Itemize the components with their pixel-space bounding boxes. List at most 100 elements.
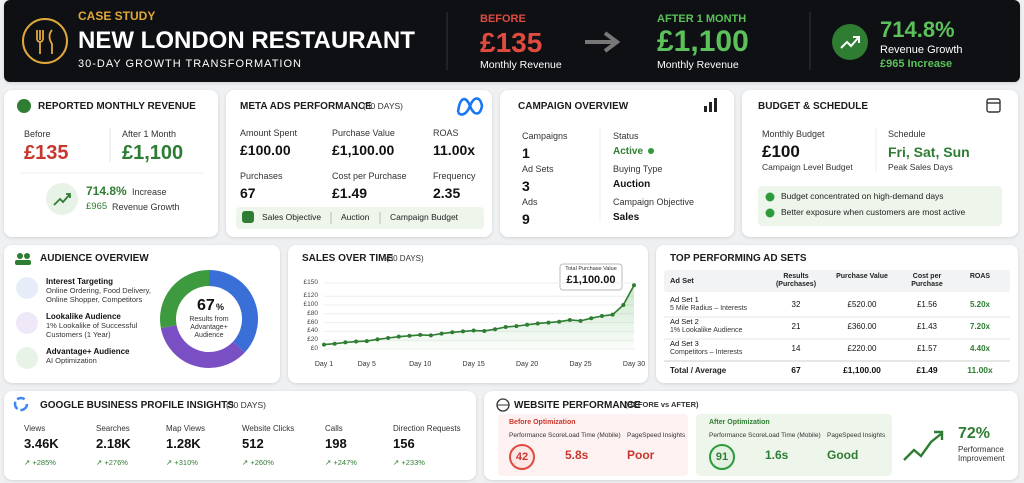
point [418, 332, 423, 337]
point [396, 334, 401, 339]
trend-icon [903, 430, 944, 461]
google-logo [13, 396, 29, 412]
ad-sets-card [656, 245, 1018, 383]
card-title: REPORTED MONTHLY REVENUE [38, 101, 196, 112]
cell: 32 [791, 300, 801, 309]
label: Searches [96, 424, 130, 433]
label: Monthly Budget [762, 129, 825, 139]
label: Schedule [888, 129, 926, 139]
point [525, 322, 530, 327]
metric-value: 1.6s [765, 448, 789, 462]
label: Ads [522, 197, 538, 207]
logo-cutlery [36, 29, 53, 54]
value: 512 [242, 436, 264, 451]
label: Amount Spent [240, 128, 298, 138]
value: £100.00 [240, 142, 291, 158]
change: +276% [96, 458, 128, 468]
label: Views [24, 424, 46, 433]
value: Sales [613, 212, 640, 223]
eyebrow: CASE STUDY [78, 9, 156, 23]
change: +285% [24, 458, 56, 468]
donut-segment [160, 324, 245, 368]
change: +260% [242, 458, 274, 468]
value: £135 [24, 142, 69, 164]
value: 67 [240, 185, 256, 201]
increase: £965 [86, 201, 108, 212]
growth-arrow [53, 193, 71, 206]
note: (30 DAYS) [363, 101, 403, 111]
bar-icon [709, 102, 712, 112]
row-detail: 1% Lookalike Audience [670, 327, 743, 334]
area [324, 285, 634, 349]
people-icon [15, 260, 31, 265]
card-title: BUDGET & SCHEDULE [758, 101, 869, 112]
label: ROAS [433, 128, 459, 138]
logo-ring [22, 18, 68, 64]
label: Map Views [166, 424, 205, 433]
value: 1.28K [166, 436, 201, 451]
metric-label: Performance Score [709, 432, 765, 439]
card-title: AUDIENCE OVERVIEW [40, 253, 149, 264]
item-detail: 1% Lookalike of Successful Customers (1 … [46, 321, 138, 339]
growth: 714.8% [86, 184, 127, 198]
label: Buying Type [613, 164, 663, 174]
label: Before [24, 129, 51, 139]
point [557, 319, 562, 324]
cell: £1.43 [916, 322, 938, 331]
value: 9 [522, 211, 530, 227]
budget-notes [758, 186, 1002, 226]
footer-item: Sales Objective [262, 212, 322, 222]
donut-segment [208, 270, 258, 353]
value: 2.35 [433, 185, 461, 201]
campaign-card [500, 90, 734, 237]
cell: 4.40x [969, 344, 991, 353]
point [428, 333, 433, 338]
label: Ad Sets [522, 164, 554, 174]
point [375, 337, 380, 342]
note: (BEFORE vs AFTER) [625, 400, 699, 409]
note: (30 DAYS) [226, 400, 266, 410]
x-tick-label: Day 20 [516, 361, 539, 368]
point [546, 320, 551, 325]
donut-caption: Results from Advantage+ Audience [189, 316, 229, 340]
value: 2.18K [96, 436, 131, 451]
caption: Monthly Revenue [480, 59, 562, 71]
note: Peak Sales Days [888, 162, 953, 172]
growth-arrow [840, 36, 860, 49]
point [460, 329, 465, 334]
donut-segment [160, 270, 210, 329]
item-icon [16, 312, 38, 334]
label: Direction Requests [393, 424, 461, 433]
metric-label: Load Time (Mobile) [565, 432, 621, 439]
point [322, 342, 326, 347]
arrow [585, 31, 621, 53]
point [364, 339, 369, 344]
score: 42 [515, 451, 529, 463]
point [439, 331, 444, 336]
annotation-label: Total Purchase Value [565, 266, 617, 272]
change: +233% [393, 458, 425, 468]
panel-label: After Optimization [709, 419, 770, 426]
point [332, 341, 337, 346]
row-name: Ad Set 2 [670, 317, 699, 326]
bar-icon [714, 98, 717, 112]
card-title: WEBSITE PERFORMANCE [514, 400, 641, 411]
title: NEW LONDON RESTAURANT [78, 27, 415, 54]
donut-unit: % [216, 302, 225, 312]
cell: 5.20x [969, 300, 991, 309]
point [610, 312, 615, 317]
item-name: Lookalike Audience [46, 312, 121, 321]
label: BEFORE [480, 13, 526, 25]
cell: 7.20x [969, 322, 991, 331]
point [503, 325, 508, 329]
calendar-icon [986, 98, 1001, 113]
value: 3 [522, 178, 530, 194]
note: Budget concentrated on high-demand days [781, 191, 944, 201]
th: Results (Purchases) [775, 273, 817, 289]
card-title: TOP PERFORMING AD SETS [670, 253, 807, 264]
point [354, 339, 359, 344]
point [514, 324, 519, 329]
label: Campaign Objective [613, 197, 695, 207]
